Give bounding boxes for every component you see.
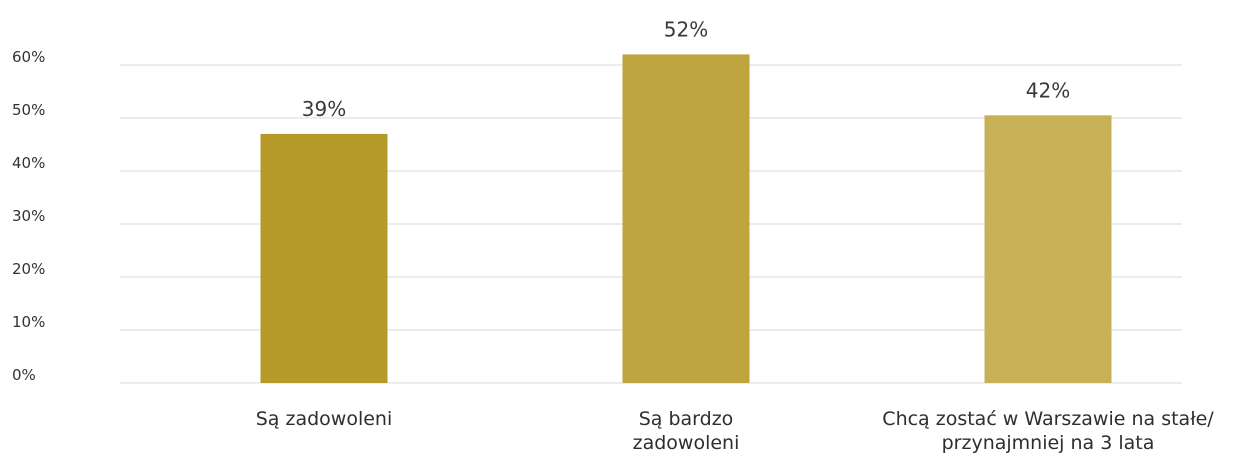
bar: [984, 115, 1112, 383]
y-tick-label: 40%: [12, 154, 45, 172]
x-axis: Są zadowoleni Są bardzo zadowoleni Chcą zos…: [256, 408, 1215, 454]
data-label: 42%: [1026, 78, 1070, 102]
y-axis: 0% 10% 20% 30% 40% 50% 60%: [12, 48, 45, 384]
x-tick-label: Są bardzo zadowoleni: [633, 408, 740, 454]
x-tick-label: Są zadowoleni: [256, 408, 393, 430]
data-label: 39%: [302, 97, 346, 121]
data-label: 52%: [664, 17, 708, 41]
data-labels: 39% 52% 42%: [302, 17, 1070, 121]
y-tick-label: 60%: [12, 48, 45, 66]
x-tick-label: Chcą zostać w Warszawie na stałe/przynaj…: [882, 408, 1214, 454]
bar: [260, 133, 388, 383]
bar: [622, 54, 750, 384]
y-tick-label: 20%: [12, 260, 45, 278]
y-tick-label: 50%: [12, 101, 45, 119]
y-tick-label: 30%: [12, 207, 45, 225]
y-tick-label: 0%: [12, 366, 36, 384]
bars: [260, 54, 1112, 384]
y-tick-label: 10%: [12, 313, 45, 331]
